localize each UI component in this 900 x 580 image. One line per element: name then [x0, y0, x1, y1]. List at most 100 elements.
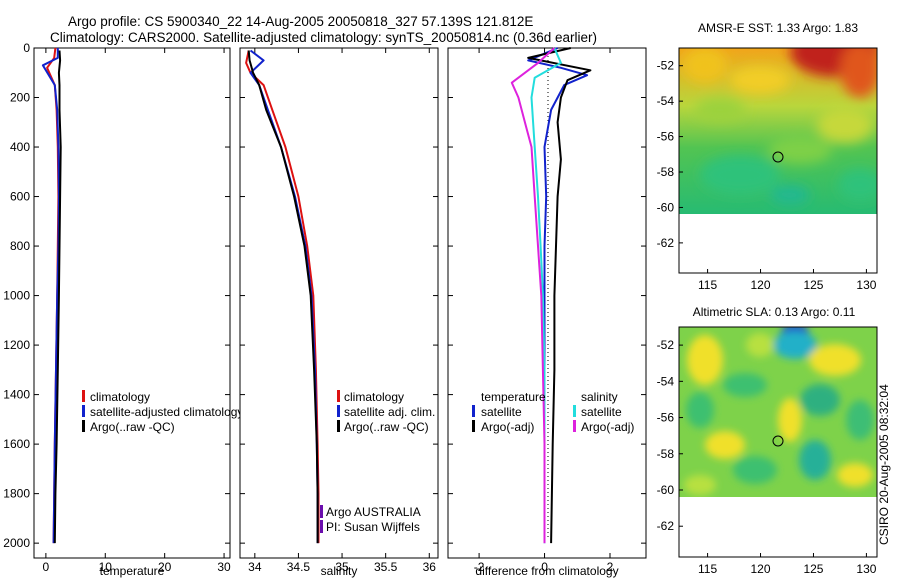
legend-label-dt-satellite: satellite — [481, 405, 522, 419]
title-line-1: Argo profile: CS 5900340_22 14-Aug-2005 … — [68, 14, 533, 29]
map-xtick-label: 130 — [856, 278, 876, 292]
sla-field — [679, 327, 877, 497]
xtick-label: 20 — [158, 560, 172, 574]
ytick-label: 800 — [10, 239, 30, 253]
legend-label-climatology: climatology — [90, 390, 150, 404]
ytick-label: 1800 — [3, 487, 30, 501]
temperature-plot-frame — [33, 47, 231, 559]
legend-header-temperature: temperature — [481, 390, 546, 404]
map-ytick-label: -52 — [657, 338, 675, 352]
legend-header-salinity: salinity — [581, 390, 618, 404]
sst-map: AMSR-E SST: 1.33 Argo: 1.83 115 120 125 130… — [657, 21, 878, 292]
map-ytick-label: -60 — [657, 483, 675, 497]
xtick-label: 35.5 — [374, 560, 398, 574]
map-xtick-label: 115 — [698, 278, 717, 292]
legend-swatch-dt-satellite — [472, 405, 475, 417]
map-ytick-label: -52 — [657, 59, 675, 73]
sst-field — [679, 48, 877, 214]
salinity-lines — [245, 49, 320, 544]
map-ytick-label: -56 — [657, 130, 675, 144]
legend-swatch-argo — [82, 420, 85, 432]
salinity-xlabel: salinity — [321, 564, 358, 578]
sla-map-ticks: 115 120 125 130 -52 -54 -56 -58 -60 -62 — [657, 338, 877, 576]
legend-label-dt-argo: Argo(-adj) — [481, 420, 534, 434]
legend-swatch-ds-argo — [573, 420, 576, 432]
xtick-label: 34 — [248, 560, 262, 574]
legend-swatch-sal-satellite — [337, 405, 340, 417]
legend-swatch-dt-argo — [472, 420, 475, 432]
xtick-label: 2 — [607, 560, 614, 574]
series-line-argo-adj- — [527, 47, 592, 544]
map-ytick-label: -60 — [657, 200, 675, 214]
ytick-label: 0 — [23, 41, 30, 55]
ytick-label: 1000 — [3, 289, 30, 303]
map-ytick-label: -62 — [657, 236, 675, 250]
agency-swatch-2 — [320, 520, 323, 533]
series-line-satellite-adjusted-climatology — [41, 48, 60, 544]
map-ytick-label: -54 — [657, 374, 675, 388]
map-ytick-label: -62 — [657, 519, 675, 533]
sst-map-ticks: 115 120 125 130 -52 -54 -56 -58 -60 -62 — [657, 59, 877, 292]
salinity-legend: climatology satellite adj. clim. Argo(..… — [337, 390, 435, 434]
series-line-argo-raw-qc- — [247, 50, 319, 544]
agency-annotation: Argo AUSTRALIA PI: Susan Wijffels — [320, 505, 421, 534]
legend-swatch-ds-satellite — [573, 405, 576, 417]
temperature-legend: climatology satellite-adjusted climatolo… — [82, 390, 243, 434]
ytick-label: 600 — [10, 190, 30, 204]
map-ytick-label: -58 — [657, 447, 675, 461]
agency-line-2: PI: Susan Wijffels — [326, 520, 420, 534]
sla-float-marker — [772, 435, 784, 447]
title-line-2: Climatology: CARS2000. Satellite-adjuste… — [50, 30, 597, 45]
temperature-lines — [41, 47, 62, 544]
map-xtick-label: 130 — [856, 562, 876, 576]
difference-xlabel: difference from climatology — [475, 564, 618, 578]
ytick-label: 1200 — [3, 338, 30, 352]
xtick-label: 36 — [423, 560, 437, 574]
salinity-ticks: 34 34.5 35 35.5 36 — [240, 47, 438, 574]
legend-swatch-satellite-adjusted — [82, 405, 85, 417]
sst-float-marker — [772, 151, 784, 163]
map-xtick-label: 125 — [803, 562, 823, 576]
map-xtick-label: 120 — [751, 278, 771, 292]
sla-map-title: Altimetric SLA: 0.13 Argo: 0.11 — [693, 305, 856, 319]
legend-swatch-climatology — [82, 390, 85, 402]
map-ytick-label: -54 — [657, 94, 675, 108]
xtick-label: 10 — [99, 560, 113, 574]
difference-lines — [510, 47, 592, 544]
ytick-label: 1400 — [3, 388, 30, 402]
legend-label-satellite-adjusted: satellite-adjusted climatology — [90, 405, 243, 419]
xtick-label: 0 — [43, 560, 50, 574]
ytick-label: 200 — [10, 91, 30, 105]
difference-plot-frame — [447, 47, 647, 559]
xtick-label: 0 — [541, 560, 548, 574]
temperature-ticks: 0 10 20 30 0 200 400 600 800 1000 1200 1400 1600 1800… — [3, 41, 231, 574]
salinity-plot-frame — [239, 47, 439, 559]
sst-map-frame — [678, 47, 878, 274]
difference-ticks: -2 0 2 — [448, 47, 646, 574]
salinity-panel: 34 34.5 35 35.5 36 salinity climatology sate… — [239, 47, 439, 578]
legend-label-ds-satellite: satellite — [581, 405, 622, 419]
agency-line-1: Argo AUSTRALIA — [326, 505, 421, 519]
legend-label-sal-climatology: climatology — [344, 390, 404, 404]
xtick-label: 35 — [335, 560, 349, 574]
map-xtick-label: 120 — [751, 562, 771, 576]
series-line-argo-adj- — [510, 47, 556, 544]
difference-legend: temperature satellite Argo(-adj) salinit… — [472, 390, 634, 434]
map-xtick-label: 115 — [698, 562, 717, 576]
ytick-label: 400 — [10, 140, 30, 154]
temperature-xlabel: temperature — [100, 564, 165, 578]
legend-swatch-sal-climatology — [337, 390, 340, 402]
legend-label-sal-argo: Argo(..raw -QC) — [344, 420, 429, 434]
series-line-argo-raw-qc- — [53, 50, 62, 544]
legend-label-ds-argo: Argo(-adj) — [581, 420, 634, 434]
ytick-label: 1600 — [3, 437, 30, 451]
legend-swatch-sal-argo — [337, 420, 340, 432]
xtick-label: 30 — [217, 560, 231, 574]
legend-label-argo: Argo(..raw -QC) — [90, 420, 175, 434]
difference-panel: -2 0 2 difference from climatology tempera… — [447, 47, 647, 578]
sla-map: Altimetric SLA: 0.13 Argo: 0.11 — [657, 305, 878, 576]
sla-map-frame — [678, 326, 878, 558]
map-ytick-label: -58 — [657, 165, 675, 179]
map-xtick-label: 125 — [803, 278, 823, 292]
